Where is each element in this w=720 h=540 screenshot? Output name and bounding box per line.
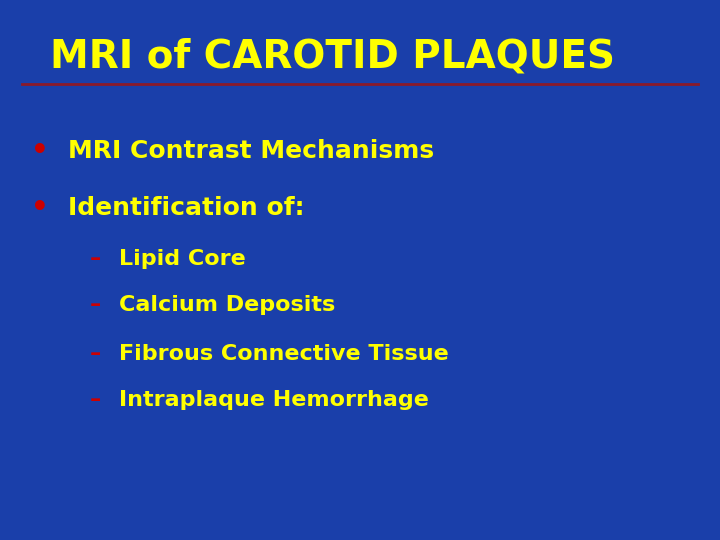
Text: •: • <box>31 194 48 222</box>
Text: –: – <box>90 389 102 410</box>
Text: Lipid Core: Lipid Core <box>119 249 246 269</box>
Text: –: – <box>90 343 102 364</box>
Text: –: – <box>90 249 102 269</box>
Text: –: – <box>90 295 102 315</box>
Text: Identification of:: Identification of: <box>68 196 305 220</box>
Text: •: • <box>31 137 48 165</box>
Text: Intraplaque Hemorrhage: Intraplaque Hemorrhage <box>119 389 428 410</box>
Text: MRI of CAROTID PLAQUES: MRI of CAROTID PLAQUES <box>50 38 616 76</box>
Text: Fibrous Connective Tissue: Fibrous Connective Tissue <box>119 343 449 364</box>
Text: MRI Contrast Mechanisms: MRI Contrast Mechanisms <box>68 139 435 163</box>
Text: Calcium Deposits: Calcium Deposits <box>119 295 335 315</box>
